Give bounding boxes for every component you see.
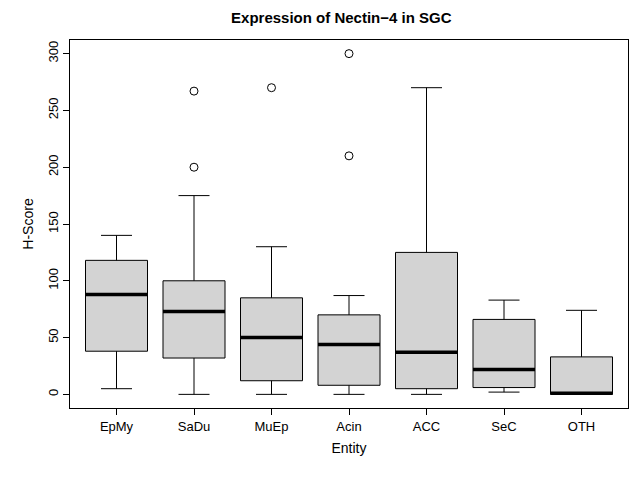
svg-text:ACC: ACC — [413, 419, 440, 434]
svg-text:Entity: Entity — [331, 440, 366, 456]
svg-text:OTH: OTH — [568, 419, 595, 434]
svg-text:H-Score: H-Score — [20, 198, 36, 250]
svg-text:SaDu: SaDu — [178, 419, 211, 434]
svg-text:300: 300 — [46, 41, 61, 63]
svg-text:Expression of Nectin−4 in SGC: Expression of Nectin−4 in SGC — [231, 9, 452, 26]
svg-text:Acin: Acin — [336, 419, 361, 434]
svg-text:EpMy: EpMy — [100, 419, 134, 434]
svg-text:200: 200 — [46, 154, 61, 176]
svg-text:SeC: SeC — [491, 419, 516, 434]
svg-text:MuEp: MuEp — [255, 419, 289, 434]
svg-text:0: 0 — [46, 389, 61, 396]
svg-text:100: 100 — [46, 268, 61, 290]
svg-text:150: 150 — [46, 211, 61, 233]
svg-text:50: 50 — [46, 328, 61, 342]
svg-text:250: 250 — [46, 98, 61, 120]
